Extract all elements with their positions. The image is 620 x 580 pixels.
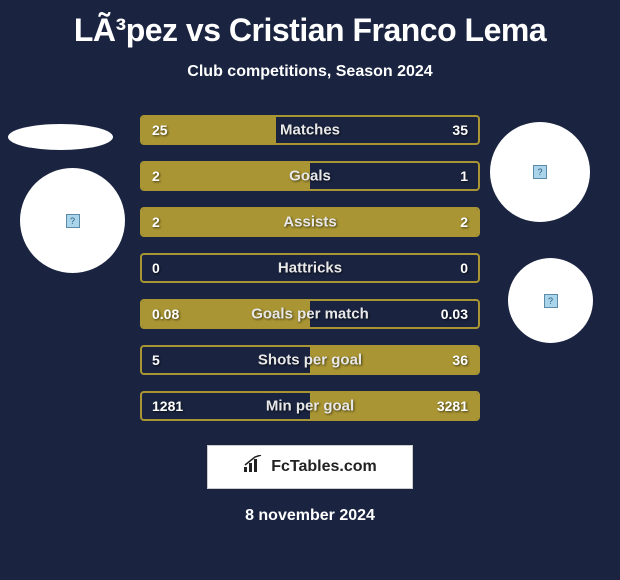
logo-box: FcTables.com [207,445,413,489]
stat-label: Goals per match [251,306,369,323]
stat-row: 5 Shots per goal 36 [140,345,480,375]
stat-label: Min per goal [266,398,354,415]
value-right: 35 [452,122,468,138]
stat-label: Goals [289,168,331,185]
placeholder-icon: ? [66,214,80,228]
stat-row: 2 Assists 2 [140,207,480,237]
value-right: 0 [460,260,468,276]
value-right: 1 [460,168,468,184]
stat-row: 25 Matches 35 [140,115,480,145]
player-badge-right-bottom: ? [508,258,593,343]
value-right: 2 [460,214,468,230]
date-label: 8 november 2024 [0,507,620,525]
value-right: 0.03 [441,306,468,322]
value-left: 2 [152,214,160,230]
stat-row: 2 Goals 1 [140,161,480,191]
subtitle: Club competitions, Season 2024 [0,63,620,81]
stat-row: 0.08 Goals per match 0.03 [140,299,480,329]
decor-ellipse [8,124,113,150]
stat-label: Shots per goal [258,352,362,369]
value-right: 3281 [437,398,468,414]
player-badge-right-top: ? [490,122,590,222]
value-left: 1281 [152,398,183,414]
bar-left [142,163,310,189]
stat-label: Matches [280,122,340,139]
value-left: 5 [152,352,160,368]
player-badge-left: ? [20,168,125,273]
stat-label: Hattricks [278,260,342,277]
value-right: 36 [452,352,468,368]
stats-container: 25 Matches 35 2 Goals 1 2 Assists 2 0 Hattricks 0 0.… [140,115,480,421]
value-left: 0.08 [152,306,179,322]
page-title: LÃ³pez vs Cristian Franco Lema [0,0,620,49]
placeholder-icon: ? [533,165,547,179]
value-left: 2 [152,168,160,184]
placeholder-icon: ? [544,294,558,308]
chart-icon [243,455,265,479]
value-left: 25 [152,122,168,138]
stat-row: 1281 Min per goal 3281 [140,391,480,421]
logo-text: FcTables.com [271,458,377,476]
stat-row: 0 Hattricks 0 [140,253,480,283]
stat-label: Assists [283,214,336,231]
value-left: 0 [152,260,160,276]
